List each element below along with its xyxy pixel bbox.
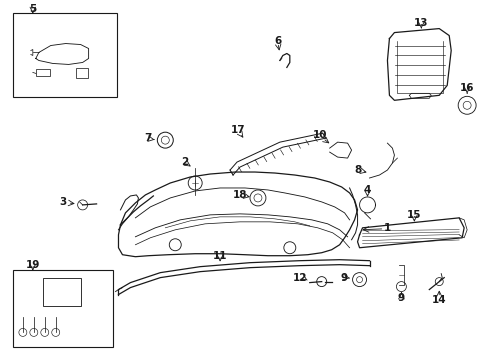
Text: 2: 2 bbox=[181, 157, 188, 167]
Text: 18: 18 bbox=[232, 190, 247, 200]
Bar bbox=[76, 68, 87, 78]
Bar bbox=[42, 278, 81, 306]
Text: 10: 10 bbox=[312, 130, 326, 140]
Text: 5: 5 bbox=[29, 4, 37, 14]
Text: 4: 4 bbox=[363, 185, 370, 195]
Text: 9: 9 bbox=[339, 273, 346, 283]
Text: 9: 9 bbox=[397, 293, 404, 302]
Text: 7: 7 bbox=[144, 133, 152, 143]
Text: 8: 8 bbox=[353, 165, 361, 175]
Text: 11: 11 bbox=[212, 251, 227, 261]
Text: 13: 13 bbox=[413, 18, 427, 28]
Text: 14: 14 bbox=[431, 294, 446, 305]
Text: 16: 16 bbox=[459, 84, 473, 93]
Text: 1: 1 bbox=[383, 223, 390, 233]
Bar bbox=[13, 13, 117, 97]
Text: 17: 17 bbox=[230, 125, 245, 135]
Bar bbox=[13, 270, 112, 347]
Text: 15: 15 bbox=[406, 210, 421, 220]
Bar bbox=[36, 69, 50, 76]
Text: 12: 12 bbox=[292, 273, 306, 283]
Text: 19: 19 bbox=[25, 260, 40, 270]
Text: 6: 6 bbox=[274, 36, 281, 46]
Text: 3: 3 bbox=[59, 197, 66, 207]
